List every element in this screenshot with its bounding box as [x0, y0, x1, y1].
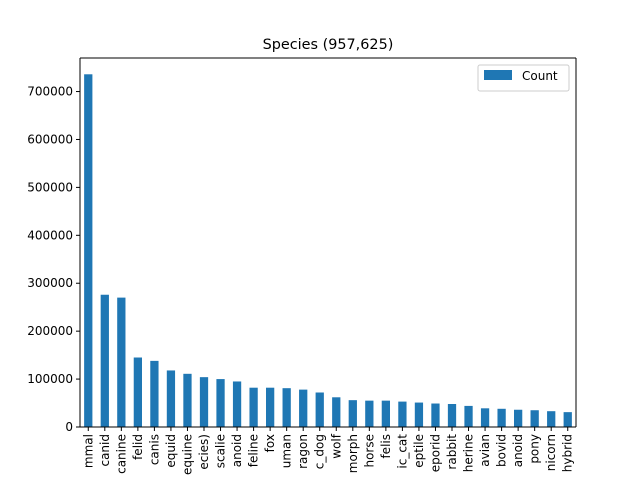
bar-feline — [249, 387, 258, 427]
bar-humanoid — [514, 409, 523, 427]
x-tick-label: hybrid — [561, 434, 575, 472]
bar-felid — [133, 357, 142, 427]
x-tick-label: herine — [462, 434, 476, 472]
x-tick-label: pony — [528, 434, 542, 464]
bar-(species) — [199, 377, 209, 427]
x-tick-label: nicorn — [544, 434, 558, 471]
x-tick-label: avian — [478, 434, 492, 467]
x-tick-label: ic_cat — [395, 434, 409, 469]
y-tick-label: 100000 — [27, 372, 73, 386]
y-tick-label: 500000 — [27, 180, 73, 194]
x-tick-label: morph — [346, 434, 360, 473]
plot-area: 0 100000 200000 300000 400000 500000 600000 700… — [27, 57, 577, 475]
bar-hybrid — [563, 412, 572, 427]
bar-pony — [530, 410, 539, 427]
x-tick-label: bovid — [495, 434, 509, 467]
y-tick-label: 300000 — [27, 276, 73, 290]
bar-wolf — [332, 397, 341, 427]
bar-felis — [381, 400, 390, 427]
legend-label: Count — [522, 69, 558, 83]
bar-scalie — [216, 379, 225, 427]
x-tick-label: eporid — [428, 434, 442, 472]
bar-domestic_cat — [398, 401, 407, 427]
bar-canine — [117, 297, 126, 427]
y-tick-label: 700000 — [27, 85, 73, 99]
x-tick-label: c_dog — [313, 434, 327, 469]
x-tick-label: ecies) — [197, 434, 211, 470]
legend: Count — [477, 64, 570, 92]
x-tick-label: equine — [180, 434, 194, 475]
bar-rabbit — [447, 404, 457, 427]
x-tick-label: equid — [164, 434, 178, 468]
bar-horse — [365, 400, 374, 427]
bar-unicorn — [547, 411, 556, 427]
bar-equid — [166, 370, 176, 427]
x-tick-label: canis — [147, 434, 161, 465]
bar-dragon — [299, 389, 308, 427]
bar-mammal — [84, 74, 93, 427]
bar-fox — [266, 387, 275, 427]
x-tick-label: felis — [379, 434, 393, 459]
bar-leporid — [431, 403, 440, 427]
x-tick-label: anoid — [511, 434, 525, 467]
x-tick-label: ragon — [296, 434, 310, 469]
x-tick-label: rabbit — [445, 434, 459, 470]
chart-title: Species (957,625) — [263, 37, 394, 53]
bar-domestic_dog — [315, 392, 324, 427]
bar-canid — [100, 294, 109, 427]
bar-human — [282, 388, 291, 427]
bar-mustelid_like_erine — [464, 405, 473, 427]
x-tick-label: felid — [131, 434, 145, 460]
bar-equine — [183, 373, 192, 427]
x-tick-label: horse — [362, 434, 376, 468]
legend-swatch — [484, 70, 512, 80]
bar-morph — [348, 400, 357, 427]
x-tick-label: canine — [114, 434, 128, 474]
x-tick-label: scalie — [214, 434, 228, 468]
x-tick-label: wolf — [329, 433, 343, 458]
x-tick-label: mmal — [81, 434, 95, 468]
bar-reptile — [414, 402, 424, 427]
bar-bovid — [497, 408, 506, 427]
x-tick-label: canid — [98, 434, 112, 467]
y-tick-label: 0 — [65, 420, 73, 434]
x-tick-label: eptile — [412, 434, 426, 468]
y-tick-label: 400000 — [27, 228, 73, 242]
bar-canoid — [232, 381, 242, 427]
y-tick-label: 600000 — [27, 132, 73, 146]
x-tick-label: fox — [263, 434, 277, 452]
bar-canis — [150, 360, 159, 427]
y-tick-label: 200000 — [27, 324, 73, 338]
x-tick-label: uman — [280, 434, 294, 468]
x-tick-label: feline — [247, 434, 261, 467]
x-tick-label: anoid — [230, 434, 244, 467]
bar-avian — [480, 408, 490, 427]
